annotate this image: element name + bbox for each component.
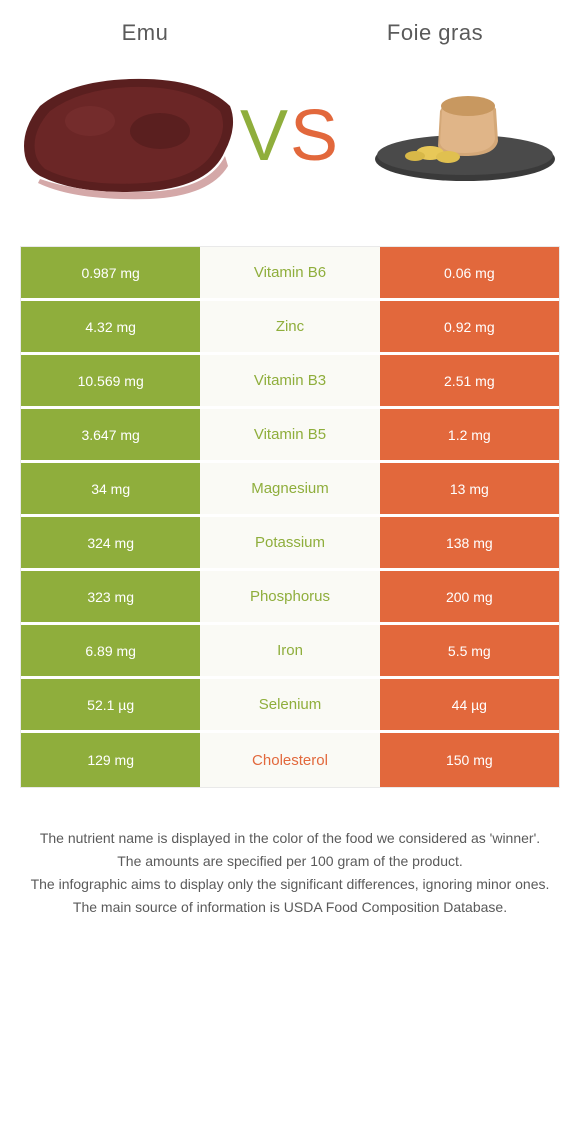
left-value: 3.647 mg [21, 409, 200, 463]
right-value: 2.51 mg [380, 355, 559, 409]
left-value: 323 mg [21, 571, 200, 625]
right-value: 138 mg [380, 517, 559, 571]
nutrient-name: Potassium [200, 517, 379, 571]
left-value: 10.569 mg [21, 355, 200, 409]
footnotes: The nutrient name is displayed in the co… [30, 828, 550, 918]
hero-section: VS [0, 56, 580, 236]
right-value: 200 mg [380, 571, 559, 625]
table-row: 34 mgMagnesium13 mg [21, 463, 559, 517]
footnote-line: The main source of information is USDA F… [30, 897, 550, 918]
vs-label: VS [240, 95, 340, 177]
right-value: 0.06 mg [380, 247, 559, 301]
vs-s-letter: S [290, 96, 340, 176]
table-row: 323 mgPhosphorus200 mg [21, 571, 559, 625]
table-row: 6.89 mgIron5.5 mg [21, 625, 559, 679]
right-value: 150 mg [380, 733, 559, 787]
right-value: 5.5 mg [380, 625, 559, 679]
right-food-title: Foie gras [290, 20, 580, 46]
nutrient-name: Phosphorus [200, 571, 379, 625]
left-value: 34 mg [21, 463, 200, 517]
left-value: 0.987 mg [21, 247, 200, 301]
header: Emu Foie gras [0, 0, 580, 56]
nutrient-name: Magnesium [200, 463, 379, 517]
nutrient-name: Vitamin B5 [200, 409, 379, 463]
footnote-line: The amounts are specified per 100 gram o… [30, 851, 550, 872]
nutrient-name: Cholesterol [200, 733, 379, 787]
right-value: 0.92 mg [380, 301, 559, 355]
left-value: 324 mg [21, 517, 200, 571]
table-row: 4.32 mgZinc0.92 mg [21, 301, 559, 355]
nutrient-name: Iron [200, 625, 379, 679]
nutrient-name: Vitamin B6 [200, 247, 379, 301]
nutrient-table: 0.987 mgVitamin B60.06 mg4.32 mgZinc0.92… [20, 246, 560, 788]
left-value: 52.1 µg [21, 679, 200, 733]
right-value: 44 µg [380, 679, 559, 733]
left-food-image [10, 61, 240, 211]
right-value: 13 mg [380, 463, 559, 517]
footnote-line: The infographic aims to display only the… [30, 874, 550, 895]
table-row: 0.987 mgVitamin B60.06 mg [21, 247, 559, 301]
nutrient-name: Selenium [200, 679, 379, 733]
table-row: 129 mgCholesterol150 mg [21, 733, 559, 787]
footnote-line: The nutrient name is displayed in the co… [30, 828, 550, 849]
left-value: 4.32 mg [21, 301, 200, 355]
nutrient-name: Zinc [200, 301, 379, 355]
right-food-image [370, 81, 560, 191]
table-row: 10.569 mgVitamin B32.51 mg [21, 355, 559, 409]
table-row: 52.1 µgSelenium44 µg [21, 679, 559, 733]
table-row: 324 mgPotassium138 mg [21, 517, 559, 571]
left-value: 129 mg [21, 733, 200, 787]
nutrient-name: Vitamin B3 [200, 355, 379, 409]
table-row: 3.647 mgVitamin B51.2 mg [21, 409, 559, 463]
right-value: 1.2 mg [380, 409, 559, 463]
left-value: 6.89 mg [21, 625, 200, 679]
left-food-title: Emu [0, 20, 290, 46]
vs-v-letter: V [240, 96, 290, 176]
